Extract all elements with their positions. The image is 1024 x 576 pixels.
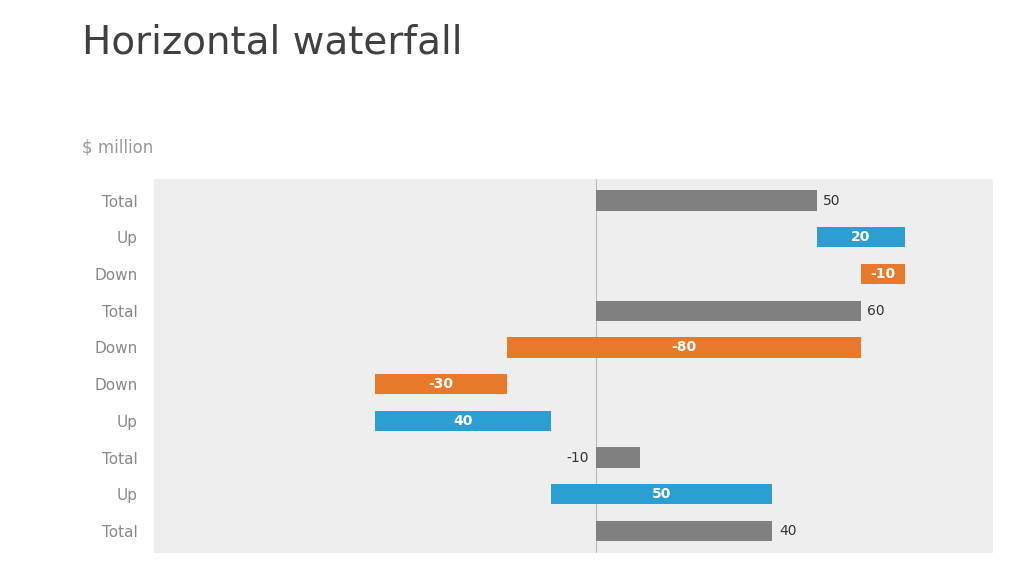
Bar bbox=[596, 301, 861, 321]
Bar bbox=[816, 227, 905, 247]
Text: -30: -30 bbox=[428, 377, 454, 391]
Bar bbox=[551, 484, 772, 505]
Bar bbox=[507, 338, 861, 358]
Text: Horizontal waterfall: Horizontal waterfall bbox=[82, 23, 463, 61]
Text: -10: -10 bbox=[566, 450, 589, 464]
Text: -10: -10 bbox=[870, 267, 895, 281]
Bar bbox=[596, 448, 640, 468]
Bar bbox=[596, 521, 772, 541]
Bar bbox=[375, 411, 551, 431]
Bar bbox=[861, 264, 905, 284]
Bar bbox=[596, 191, 816, 211]
Text: 20: 20 bbox=[851, 230, 870, 244]
Text: 60: 60 bbox=[867, 304, 885, 318]
Text: $ million: $ million bbox=[82, 138, 154, 156]
Text: 40: 40 bbox=[454, 414, 473, 428]
Text: 50: 50 bbox=[652, 487, 672, 501]
Bar bbox=[375, 374, 507, 394]
Text: 40: 40 bbox=[779, 524, 797, 538]
Text: -80: -80 bbox=[672, 340, 696, 354]
Text: 50: 50 bbox=[823, 194, 841, 207]
